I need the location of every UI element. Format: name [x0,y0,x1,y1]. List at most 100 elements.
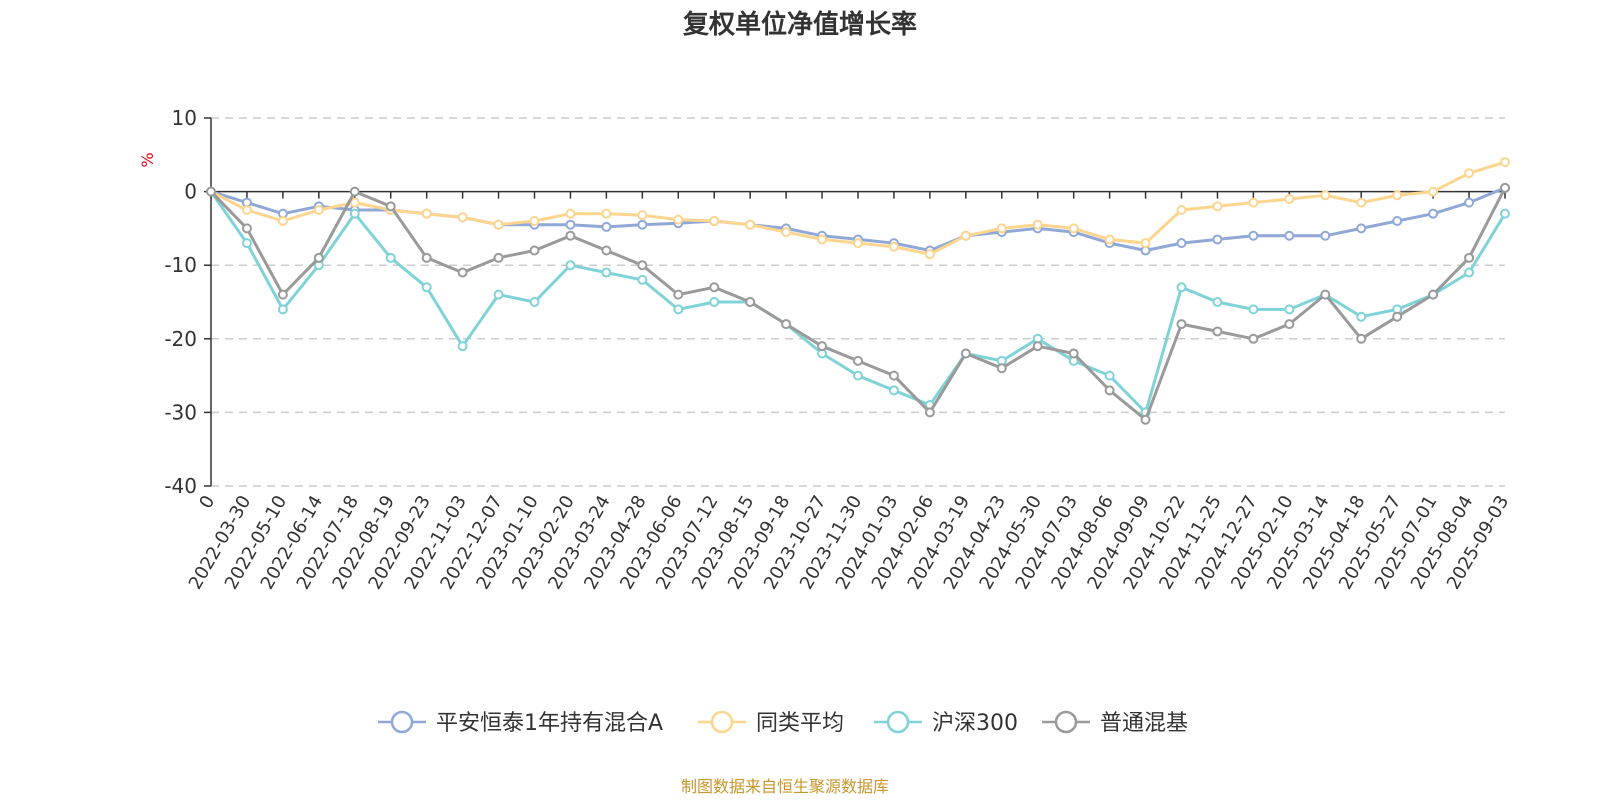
data-point [1140,414,1151,425]
data-point [1248,304,1259,315]
data-point [1500,157,1510,168]
data-point [529,216,540,227]
data-point [1068,223,1079,234]
data-point [673,304,684,315]
data-point [1212,234,1223,245]
y-tick-label: -40 [164,474,197,498]
legend-marker [710,710,734,734]
data-point [1356,311,1367,322]
data-point [1500,208,1510,219]
data-point [1176,319,1187,330]
data-point [1068,348,1079,359]
legend-item[interactable]: 沪深300 [874,710,1018,736]
legend-item[interactable]: 同类平均 [698,710,844,736]
data-point [1140,238,1151,249]
data-point [1428,208,1439,219]
data-point [996,223,1007,234]
data-point [817,234,828,245]
legend[interactable]: 平安恒泰1年持有混合A 同类平均 沪深300 普通混基 [378,710,1188,736]
data-point [529,245,540,256]
data-point [1500,182,1510,193]
data-point [888,370,899,381]
data-point [637,274,648,285]
data-point [277,304,288,315]
x-tick-label: 0 [195,492,219,512]
data-point [781,227,792,238]
legend-label: 普通混基 [1100,711,1188,736]
data-point [1248,333,1259,344]
data-point [960,230,971,241]
series-lines [206,157,1510,425]
data-point [206,186,216,197]
data-point [996,363,1007,374]
data-point [1464,252,1475,263]
data-point [1320,190,1331,201]
data-point [1104,385,1115,396]
data-point [1356,333,1367,344]
data-point [781,319,792,330]
data-point [277,289,288,300]
data-point [853,238,863,249]
data-point [924,407,935,418]
legend-label: 沪深300 [932,711,1018,736]
y-axis-unit: % [138,152,157,167]
data-point [1032,341,1043,352]
legend-label: 同类平均 [756,711,844,736]
grid-lines [211,117,1505,487]
data-point [673,289,684,300]
data-point [1428,186,1439,197]
data-point [960,348,971,359]
data-point [385,252,396,263]
y-tick-label: 10 [172,106,197,130]
data-point [637,210,648,221]
data-point [1212,297,1223,307]
data-point [421,282,432,293]
data-point [241,223,252,234]
data-point [817,341,828,352]
data-point [349,208,360,219]
data-point [1248,230,1259,241]
data-point [745,219,756,230]
data-point [1176,205,1187,215]
data-point [1212,326,1223,337]
data-point [601,267,612,278]
data-point [313,252,324,263]
data-point [924,249,935,260]
y-tick-label: -10 [164,253,197,277]
data-point [888,241,899,252]
data-point [1464,197,1475,208]
data-point [1104,234,1115,245]
data-point [421,208,432,219]
data-point [709,216,720,227]
data-point [673,214,684,225]
legend-marker [886,710,910,734]
y-tick-label: -20 [164,327,197,351]
data-point [565,260,576,271]
legend-marker [1054,710,1078,734]
legend-item[interactable]: 平安恒泰1年持有混合A [378,710,663,736]
data-point [349,197,360,208]
data-point [1284,193,1295,204]
data-point [349,186,360,197]
data-point [1392,216,1403,227]
data-point [457,212,468,223]
data-point [709,282,720,293]
data-point [888,385,899,396]
data-point [493,289,504,300]
data-point [1032,219,1043,230]
data-point [637,219,648,230]
data-point [1212,201,1223,212]
data-point [1284,319,1295,330]
legend-marker [390,710,414,734]
data-point [457,341,468,352]
data-point [493,252,504,263]
data-point [1248,197,1259,208]
data-point [313,205,324,215]
data-point [637,260,648,271]
legend-item[interactable]: 普通混基 [1042,710,1188,736]
data-point [1464,168,1475,179]
data-point [241,238,252,249]
data-point [853,355,863,366]
